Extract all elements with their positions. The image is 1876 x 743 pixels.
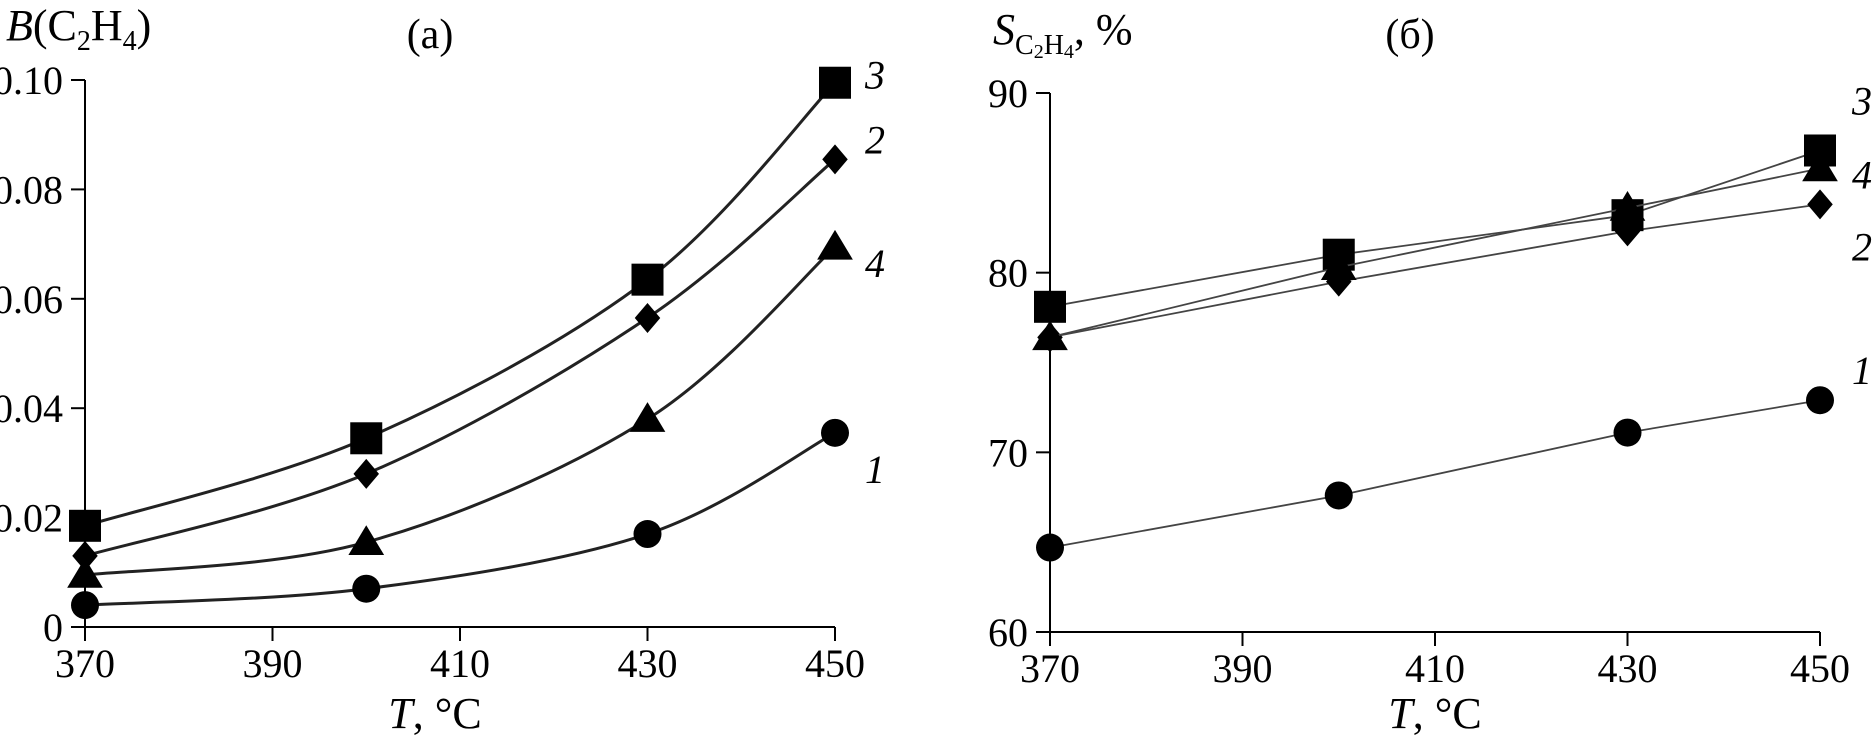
panel-b-series-3-point <box>1034 290 1066 323</box>
panel-b-series-3-label: 3 <box>1851 78 1872 123</box>
panel-a-y-tick-label: 0.02 <box>0 496 63 541</box>
panel-a-series-3-point <box>350 422 383 455</box>
panel-a-series-1-point <box>71 591 99 620</box>
panel-b-series-2-label: 2 <box>1852 224 1872 269</box>
panel-a-y-tick-label: 0.06 <box>0 277 63 322</box>
panel-b-y-tick-label: 60 <box>988 610 1028 655</box>
panel-b-x-tick-label: 430 <box>1598 646 1658 691</box>
panel-a-series-2-line <box>84 158 836 558</box>
panel-a-series-1-line <box>84 431 836 607</box>
panel-b-series-1-point <box>1036 533 1064 562</box>
panel-b-series-1-label: 1 <box>1852 348 1872 393</box>
panel-a-x-tick-label: 430 <box>618 641 678 686</box>
panel-b-series-2: 2 <box>1037 189 1872 353</box>
panel-a-y-tick-label: 0.10 <box>0 58 63 103</box>
panel-b-y-tick-label: 70 <box>988 430 1028 475</box>
panel-b-series-2-line <box>1049 203 1821 339</box>
panel-b-series-4-point <box>1609 190 1646 221</box>
panel-a-series-3-label: 3 <box>864 53 885 98</box>
panel-a-series-3: 3 <box>69 53 885 542</box>
panel-a-x-tick-label: 370 <box>55 641 115 686</box>
panel-b-series-2-point <box>1807 189 1833 220</box>
panel-b-x-tick-label: 410 <box>1405 646 1465 691</box>
panel-a-y-tick-label: 0 <box>43 605 63 650</box>
panel-b-y-tick-label: 80 <box>988 251 1028 296</box>
panel-a-series-4-point <box>348 525 385 555</box>
panel-a-series-1: 1 <box>71 418 885 620</box>
panel-a-series-2-label: 2 <box>865 117 885 162</box>
panel-b-x-tick-label: 390 <box>1213 646 1273 691</box>
panel-b-label: (б) <box>1385 12 1434 58</box>
panel-b-series-3: 3 <box>1034 78 1872 323</box>
panel-b-series-1-line <box>1049 399 1821 549</box>
panel-b-x-tick-label: 370 <box>1020 646 1080 691</box>
panel-b-x-tick-label: 450 <box>1790 646 1850 691</box>
panel-a-series-2-point <box>72 540 98 571</box>
panel-a-series-2-point <box>634 302 661 333</box>
panel-b-y-tick-label: 90 <box>988 71 1028 116</box>
panel-b-series-4-point <box>1320 250 1357 281</box>
panel-a-series-1-point <box>821 418 849 447</box>
panel-a-x-tick-label: 450 <box>805 641 865 686</box>
panel-a-series-3-line <box>84 81 837 528</box>
panel-a-series-4-point <box>629 402 666 432</box>
panel-a-y-tick-label: 0.04 <box>0 386 63 431</box>
panel-b-series-3-line <box>1049 149 1821 308</box>
panel-b-series-4-point <box>1032 320 1068 351</box>
panel-a-x-tick-label: 410 <box>430 641 490 686</box>
panel-a-series-2-point <box>822 144 848 175</box>
panel-b-series-4-line <box>1049 167 1821 339</box>
panel-a-series-4-line <box>84 245 837 577</box>
panel-b-y-axis-title: SC2H4, % <box>993 5 1133 63</box>
panel-a-label: (a) <box>407 12 454 58</box>
panel-a-x-axis-title: T, °C <box>388 689 481 738</box>
panel-a-series-1-point <box>633 520 662 549</box>
panel-a-series-3-point <box>819 66 851 99</box>
panel-a-series-1-label: 1 <box>865 447 885 492</box>
panel-b-x-axis-title: T, °C <box>1388 689 1481 738</box>
panel-a-y-axis-title: B(C2H4) <box>6 1 151 57</box>
panel-b-series-1-point <box>1806 386 1834 415</box>
panel-b-series-1-point <box>1324 481 1353 510</box>
panel-b-series-4-point <box>1802 151 1838 182</box>
panel-b-series-4: 4 <box>1032 151 1872 351</box>
panel-a: (a) B(C2H4) T, °C 370 390 410 430 450 0 0.02 0.… <box>0 1 885 738</box>
panel-a-series-4: 4 <box>67 229 885 588</box>
panel-a-y-tick-label: 0.08 <box>0 167 63 212</box>
panel-a-series-2-point <box>353 458 379 489</box>
panel-a-series-4-point <box>67 558 103 588</box>
panel-a-series-3-point <box>69 509 101 542</box>
panel-b-series-1-point <box>1613 418 1642 447</box>
panel-a-series-4-label: 4 <box>865 241 885 286</box>
panel-a-x-tick-label: 390 <box>243 641 303 686</box>
panel-b-series-1: 1 <box>1036 348 1872 562</box>
panel-a-series-1-point <box>352 574 381 603</box>
panel-a-series-2: 2 <box>72 117 885 571</box>
panel-b: (б) SC2H4, % T, °C 370 390 410 430 450607080… <box>988 5 1872 738</box>
panel-a-series-4-point <box>817 229 853 260</box>
panel-b-series-4-label: 4 <box>1852 152 1872 197</box>
panel-a-series-3-point <box>631 263 664 296</box>
